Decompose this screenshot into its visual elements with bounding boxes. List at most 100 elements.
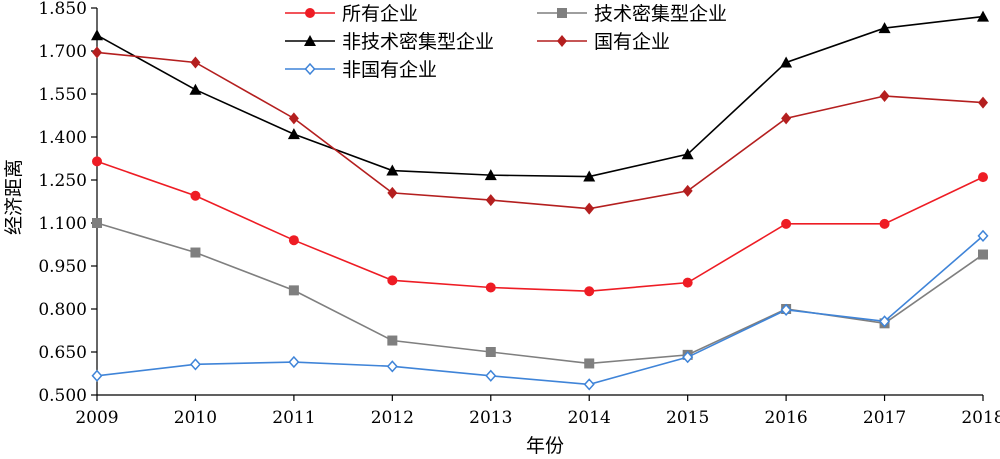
data-point (485, 347, 496, 357)
data-point (190, 190, 201, 201)
data-point (288, 235, 299, 246)
data-point (978, 172, 988, 183)
data-point (288, 285, 299, 296)
data-point (977, 10, 989, 22)
y-tick-label: 0.650 (38, 343, 87, 363)
legend-marker (304, 62, 316, 76)
x-tick-label: 2011 (272, 408, 315, 428)
data-point (978, 96, 988, 109)
data-point (92, 218, 102, 228)
legend-label: 所有企业 (342, 3, 418, 25)
data-point (879, 315, 891, 328)
legend-item: 技术密集型企业 (537, 3, 727, 25)
data-point (484, 169, 497, 181)
data-point (485, 369, 497, 382)
data-point (682, 351, 694, 364)
series-0 (92, 156, 988, 297)
legend-label: 非国有企业 (342, 59, 437, 81)
data-point (780, 56, 793, 68)
x-tick-label: 2016 (764, 408, 807, 428)
data-point (287, 128, 300, 140)
series-group (91, 10, 989, 391)
legend-item: 国有企业 (537, 31, 670, 53)
legend-marker (557, 35, 567, 47)
legend-marker (304, 35, 316, 46)
series-line (96, 222, 984, 365)
y-tick-label: 1.850 (38, 0, 87, 19)
series-2 (91, 10, 989, 182)
data-point (92, 156, 102, 167)
x-tick-label: 2013 (469, 408, 512, 428)
x-axis-title: 年份 (526, 435, 564, 457)
axes (91, 7, 984, 401)
data-point (681, 148, 694, 160)
x-tick-label: 2014 (568, 408, 611, 428)
x-tick-label: 2015 (666, 408, 709, 428)
data-point (288, 355, 300, 369)
series-3 (92, 46, 988, 215)
x-tick-label: 2009 (75, 408, 118, 428)
series-line (96, 15, 984, 178)
data-point (781, 218, 792, 229)
data-point (682, 184, 693, 197)
data-point (386, 164, 399, 176)
data-point (387, 335, 398, 346)
legend-marker (557, 8, 567, 18)
legend-item: 所有企业 (285, 3, 418, 25)
y-tick-label: 1.250 (38, 171, 87, 191)
x-tick-labels: 2009 2010 2011 2012 2013 2014 2015 2016 2017 2018 (75, 408, 1000, 428)
y-tick-label: 1.100 (38, 214, 87, 234)
legend-marker (305, 8, 315, 18)
x-tick-label: 2017 (863, 408, 906, 428)
y-axis-title: 经济距离 (3, 159, 25, 235)
legend-item: 非技术密集型企业 (285, 31, 494, 53)
y-tick-label: 0.950 (38, 257, 87, 277)
data-point (584, 286, 595, 297)
series-4 (91, 229, 989, 391)
data-point (189, 83, 202, 95)
data-point (584, 202, 595, 215)
data-point (485, 194, 496, 207)
data-point (190, 56, 201, 69)
x-tick-label: 2012 (371, 408, 414, 428)
x-tick-label: 2010 (174, 408, 217, 428)
legend-label: 技术密集型企业 (594, 3, 727, 25)
data-point (878, 22, 891, 34)
data-point (682, 277, 693, 288)
series-line (96, 51, 984, 210)
data-point (584, 358, 595, 369)
data-point (92, 46, 102, 59)
series-1 (92, 218, 988, 369)
data-point (387, 275, 398, 286)
data-point (386, 360, 398, 373)
data-point (781, 112, 792, 125)
data-point (780, 303, 792, 316)
data-point (583, 378, 595, 391)
data-point (978, 249, 988, 260)
legend-label: 国有企业 (594, 31, 670, 53)
data-point (189, 358, 201, 371)
y-tick-label: 1.550 (38, 85, 87, 105)
legend-label: 非技术密集型企业 (342, 31, 494, 53)
data-point (583, 170, 596, 182)
series-line (96, 235, 984, 386)
y-tick-label: 1.700 (38, 42, 87, 62)
data-point (288, 112, 299, 125)
y-tick-label: 1.400 (38, 128, 87, 148)
data-point (485, 282, 496, 293)
data-point (879, 218, 890, 229)
data-point (977, 229, 989, 243)
data-point (879, 90, 890, 103)
y-tick-label: 0.800 (38, 300, 87, 320)
series-line (96, 160, 984, 293)
legend-item: 非国有企业 (285, 59, 437, 81)
y-tick-labels: 0.500 0.650 0.800 0.950 1.100 1.250 1.400 1.550… (38, 0, 87, 406)
data-point (91, 29, 103, 41)
y-tick-label: 0.500 (38, 386, 87, 406)
x-tick-label: 2018 (961, 408, 1000, 428)
data-point (91, 369, 103, 382)
data-point (387, 186, 398, 199)
data-point (190, 247, 201, 258)
